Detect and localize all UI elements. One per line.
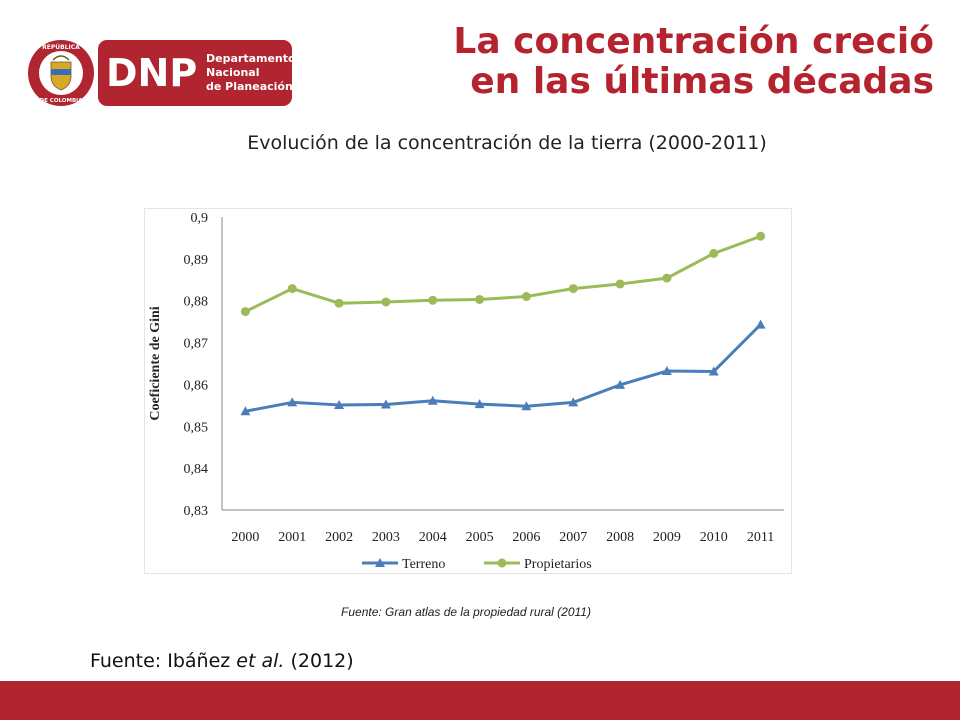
data-point bbox=[521, 292, 531, 302]
y-tick-label: 0,84 bbox=[184, 462, 209, 477]
data-point bbox=[521, 401, 532, 411]
data-point bbox=[287, 284, 297, 294]
series-line bbox=[245, 323, 762, 413]
emblem-text-bottom: DE COLOMBIA bbox=[40, 98, 84, 104]
y-tick-label: 0,85 bbox=[184, 420, 209, 435]
data-point bbox=[287, 397, 298, 407]
x-tick-label: 2005 bbox=[466, 530, 494, 545]
source-prefix: Fuente: Ibáñez bbox=[90, 650, 237, 672]
data-point bbox=[662, 273, 672, 283]
data-point bbox=[381, 297, 391, 307]
emblem-text-top: REPÚBLICA bbox=[42, 44, 80, 51]
chart-frame bbox=[144, 208, 792, 574]
series-propietarios bbox=[240, 231, 766, 317]
data-point bbox=[428, 295, 438, 305]
x-tick-label: 2007 bbox=[559, 530, 587, 545]
y-tick-label: 0,86 bbox=[184, 378, 209, 393]
brand-text: DNP bbox=[106, 51, 197, 95]
data-point bbox=[334, 399, 345, 409]
series-terreno bbox=[240, 319, 766, 416]
data-point bbox=[615, 379, 626, 389]
x-tick-label: 2001 bbox=[278, 530, 306, 545]
y-tick-label: 0,89 bbox=[184, 253, 209, 268]
data-point bbox=[568, 397, 579, 407]
y-tick-label: 0,87 bbox=[184, 337, 209, 352]
logo-name-line2: Nacional bbox=[206, 66, 260, 79]
data-point bbox=[380, 399, 391, 409]
gini-line-chart: 0,83 0,84 0,85 0,86 0,87 0,88 0,89 0,9 2000 2001 2… bbox=[144, 208, 792, 574]
source-italic: et al. bbox=[236, 650, 285, 672]
logo-name-line3: de Planeación bbox=[206, 80, 292, 93]
page-title-line2: en las últimas décadas bbox=[470, 61, 934, 102]
legend-label: Propietarios bbox=[524, 557, 592, 572]
data-point bbox=[240, 406, 251, 416]
data-point bbox=[661, 366, 672, 376]
brand-box bbox=[98, 40, 292, 106]
logo-name-line1: Departamento bbox=[206, 52, 292, 65]
x-tick-label: 2000 bbox=[231, 530, 259, 545]
data-point bbox=[568, 284, 578, 294]
x-tick-label: 2006 bbox=[512, 530, 540, 545]
y-tick-label: 0,88 bbox=[184, 295, 209, 310]
x-tick-label: 2003 bbox=[372, 530, 400, 545]
x-tick-label: 2010 bbox=[700, 530, 728, 545]
source-suffix: (2012) bbox=[284, 650, 354, 672]
data-point bbox=[709, 248, 719, 258]
chart-heading: Evolución de la concentración de la tier… bbox=[247, 132, 767, 154]
page-title: La concentración creció en las últimas d… bbox=[453, 22, 934, 102]
legend-item: Terreno bbox=[362, 557, 445, 572]
series-line bbox=[244, 234, 762, 313]
data-point bbox=[708, 366, 719, 376]
data-point bbox=[427, 395, 438, 405]
chart-caption: Fuente: Gran atlas de la propiedad rural… bbox=[341, 605, 591, 619]
dnp-logo: REPÚBLICA DE COLOMBIA DNP Departamento N… bbox=[28, 40, 292, 106]
legend-item: Propietarios bbox=[484, 557, 592, 572]
source-note: Fuente: Ibáñez et al. (2012) bbox=[90, 650, 354, 672]
data-point bbox=[755, 319, 766, 329]
x-tick-label: 2002 bbox=[325, 530, 353, 545]
page-title-line1: La concentración creció bbox=[453, 21, 934, 62]
x-tick-label: 2004 bbox=[419, 530, 447, 545]
legend-marker bbox=[497, 558, 507, 568]
data-point bbox=[615, 279, 625, 289]
data-point bbox=[475, 294, 485, 304]
data-point bbox=[474, 399, 485, 409]
legend-marker bbox=[375, 558, 385, 567]
footer-bar bbox=[0, 681, 960, 720]
data-point bbox=[756, 231, 766, 241]
data-point bbox=[334, 298, 344, 308]
x-tick-label: 2009 bbox=[653, 530, 681, 545]
data-point bbox=[240, 307, 250, 317]
x-tick-label: 2011 bbox=[747, 530, 774, 545]
y-tick-label: 0,9 bbox=[191, 211, 209, 226]
chart-container: 0,83 0,84 0,85 0,86 0,87 0,88 0,89 0,9 2000 2001 2… bbox=[144, 208, 792, 574]
y-tick-label: 0,83 bbox=[184, 504, 209, 519]
legend-label: Terreno bbox=[402, 557, 445, 572]
x-tick-label: 2008 bbox=[606, 530, 634, 545]
y-axis-label: Coeficiente de Gini bbox=[148, 306, 163, 420]
